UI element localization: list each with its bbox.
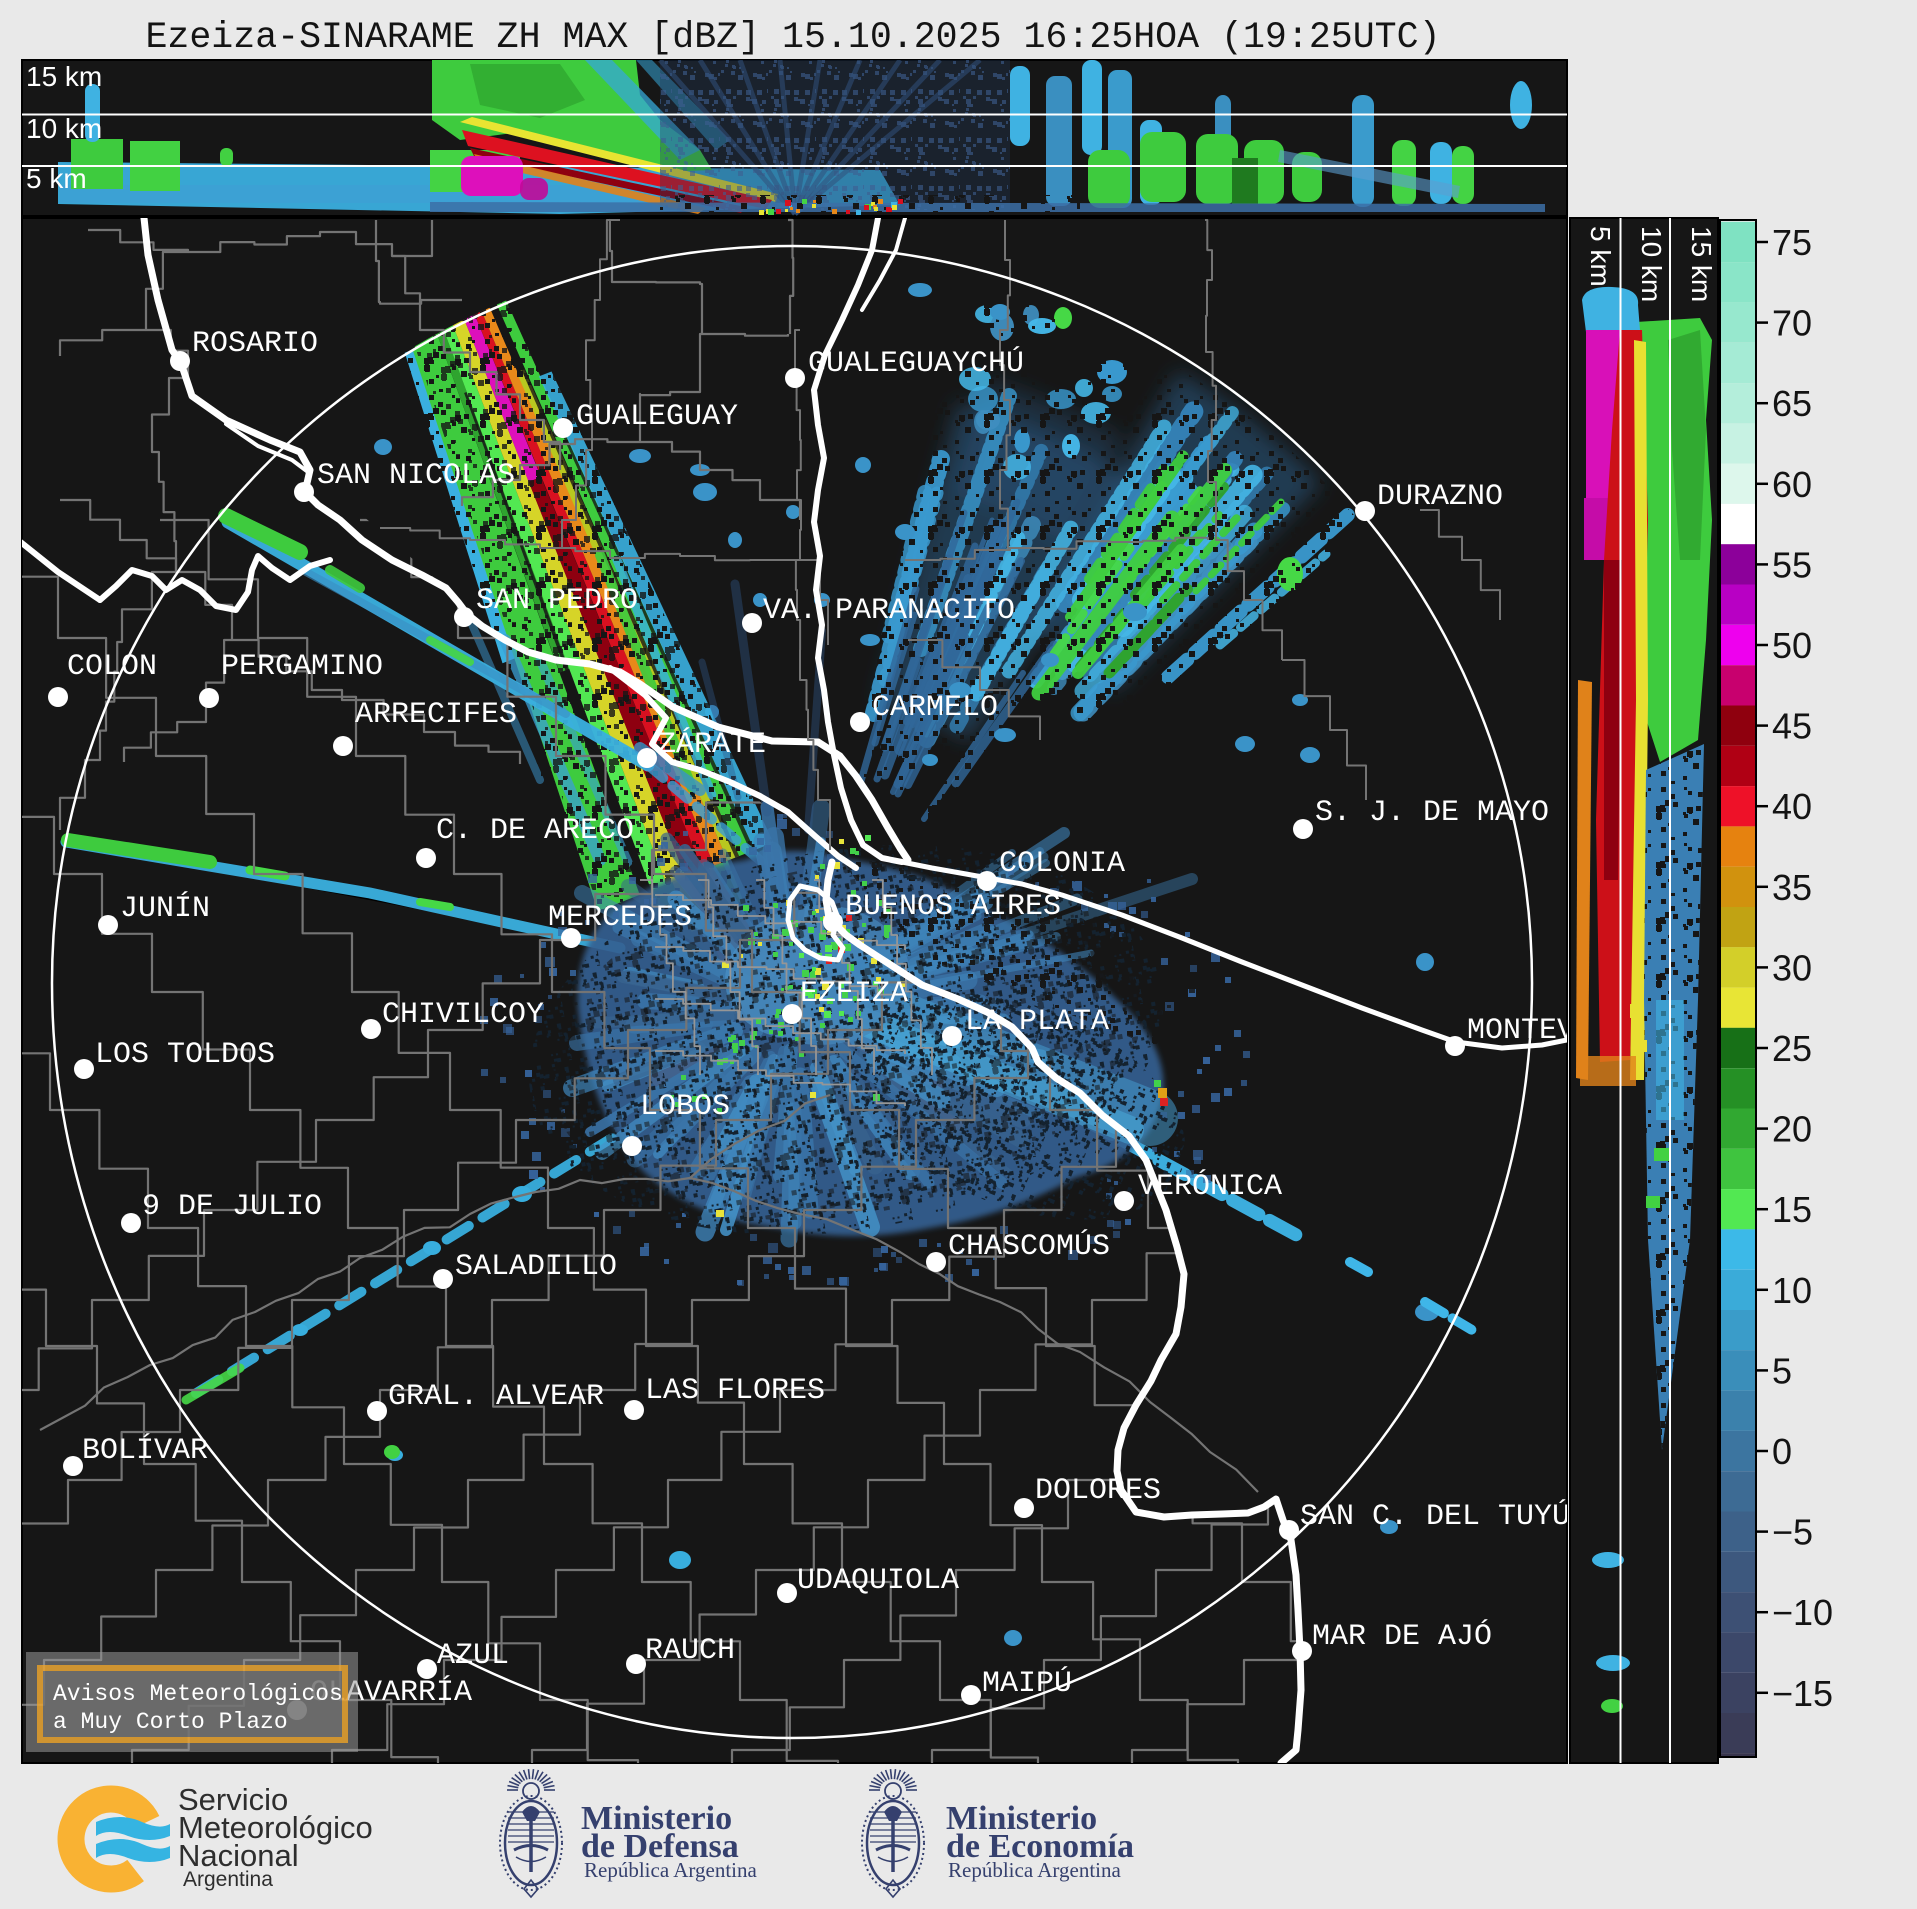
svg-text:VA. PARANACITO: VA. PARANACITO: [763, 594, 1015, 628]
svg-text:SAN C. DEL TUYÚ: SAN C. DEL TUYÚ: [1300, 1499, 1570, 1534]
svg-text:BOLÍVAR: BOLÍVAR: [82, 1433, 208, 1468]
svg-text:45: 45: [1772, 706, 1812, 747]
svg-text:−10: −10: [1772, 1592, 1833, 1633]
svg-text:BUENOS AIRES: BUENOS AIRES: [845, 890, 1061, 924]
svg-text:15 km: 15 km: [26, 61, 102, 92]
svg-text:10 km: 10 km: [26, 113, 102, 144]
svg-text:DURAZNO: DURAZNO: [1377, 480, 1503, 514]
svg-text:de Economía: de Economía: [946, 1828, 1134, 1865]
svg-text:75: 75: [1772, 222, 1812, 263]
svg-text:VERÓNICA: VERÓNICA: [1138, 1169, 1282, 1204]
svg-text:10: 10: [1772, 1270, 1812, 1311]
svg-text:GUALEGUAY: GUALEGUAY: [576, 400, 738, 434]
svg-text:ZÁRATE: ZÁRATE: [658, 727, 766, 762]
svg-text:LA PLATA: LA PLATA: [965, 1005, 1109, 1039]
svg-text:ROSARIO: ROSARIO: [192, 327, 318, 361]
svg-text:GUALEGUAYCHÚ: GUALEGUAYCHÚ: [808, 346, 1024, 381]
svg-text:5: 5: [1772, 1350, 1792, 1391]
svg-text:LAS FLORES: LAS FLORES: [645, 1374, 825, 1408]
svg-text:65: 65: [1772, 383, 1812, 424]
svg-text:COLON: COLON: [67, 650, 157, 684]
svg-text:Nacional: Nacional: [178, 1838, 299, 1873]
svg-text:SAN PEDRO: SAN PEDRO: [476, 584, 638, 618]
svg-text:Avisos Meteorológicos: Avisos Meteorológicos: [53, 1681, 343, 1707]
svg-text:Meteorológico: Meteorológico: [178, 1810, 373, 1845]
svg-text:35: 35: [1772, 867, 1812, 908]
svg-text:5 km: 5 km: [1585, 226, 1616, 287]
svg-text:SALADILLO: SALADILLO: [455, 1250, 617, 1284]
svg-text:10 km: 10 km: [1636, 226, 1667, 302]
svg-text:CHASCOMÚS: CHASCOMÚS: [948, 1229, 1110, 1264]
svg-text:60: 60: [1772, 464, 1812, 505]
svg-text:a Muy Corto Plazo: a Muy Corto Plazo: [53, 1709, 288, 1735]
svg-text:de Defensa: de Defensa: [581, 1828, 739, 1865]
svg-text:C. DE ARECO: C. DE ARECO: [436, 814, 634, 848]
svg-text:−15: −15: [1772, 1673, 1833, 1714]
svg-text:ARRECIFES: ARRECIFES: [355, 698, 517, 732]
svg-text:República Argentina: República Argentina: [948, 1858, 1121, 1882]
svg-text:20: 20: [1772, 1109, 1812, 1150]
svg-text:30: 30: [1772, 947, 1812, 988]
svg-text:MONTEVIDEO: MONTEVIDEO: [1467, 1014, 1647, 1048]
svg-text:15: 15: [1772, 1189, 1812, 1230]
svg-text:−5: −5: [1772, 1512, 1813, 1553]
svg-text:50: 50: [1772, 625, 1812, 666]
svg-text:0: 0: [1772, 1431, 1792, 1472]
svg-text:GRAL. ALVEAR: GRAL. ALVEAR: [388, 1380, 604, 1414]
svg-text:AZUL: AZUL: [437, 1639, 509, 1673]
svg-text:MAIPÚ: MAIPÚ: [982, 1666, 1072, 1701]
svg-text:40: 40: [1772, 786, 1812, 827]
svg-text:COLONIA: COLONIA: [999, 847, 1125, 881]
svg-text:MAR DE AJÓ: MAR DE AJÓ: [1312, 1619, 1492, 1654]
svg-text:LOBOS: LOBOS: [640, 1090, 730, 1124]
svg-text:5 km: 5 km: [26, 163, 87, 194]
svg-text:25: 25: [1772, 1028, 1812, 1069]
svg-text:PERGAMINO: PERGAMINO: [221, 650, 383, 684]
svg-text:15 km: 15 km: [1686, 226, 1717, 302]
svg-text:JUNÍN: JUNÍN: [120, 891, 210, 926]
svg-text:Ministerio: Ministerio: [946, 1800, 1097, 1837]
svg-text:55: 55: [1772, 544, 1812, 585]
svg-text:SAN NICOLÁS: SAN NICOLÁS: [317, 458, 515, 493]
svg-text:Servicio: Servicio: [178, 1782, 288, 1817]
svg-text:MERCEDES: MERCEDES: [548, 901, 692, 935]
svg-text:Argentina: Argentina: [183, 1868, 273, 1891]
svg-text:Ezeiza-SINARAME ZH MAX [dBZ] 1: Ezeiza-SINARAME ZH MAX [dBZ] 15.10.2025 …: [145, 17, 1440, 58]
svg-text:RAUCH: RAUCH: [645, 1634, 735, 1668]
svg-text:CHIVILCOY: CHIVILCOY: [382, 998, 544, 1032]
svg-text:S. J. DE MAYO: S. J. DE MAYO: [1315, 796, 1549, 830]
svg-text:UDAQUIOLA: UDAQUIOLA: [797, 1564, 959, 1598]
svg-text:CARMELO: CARMELO: [872, 691, 998, 725]
svg-text:República Argentina: República Argentina: [584, 1858, 757, 1882]
svg-text:9 DE JULIO: 9 DE JULIO: [142, 1190, 322, 1224]
svg-text:LOS TOLDOS: LOS TOLDOS: [95, 1038, 275, 1072]
svg-text:DOLORES: DOLORES: [1035, 1474, 1161, 1508]
svg-text:70: 70: [1772, 303, 1812, 344]
svg-text:Ministerio: Ministerio: [581, 1800, 732, 1837]
svg-text:EZEIZA: EZEIZA: [800, 977, 908, 1011]
